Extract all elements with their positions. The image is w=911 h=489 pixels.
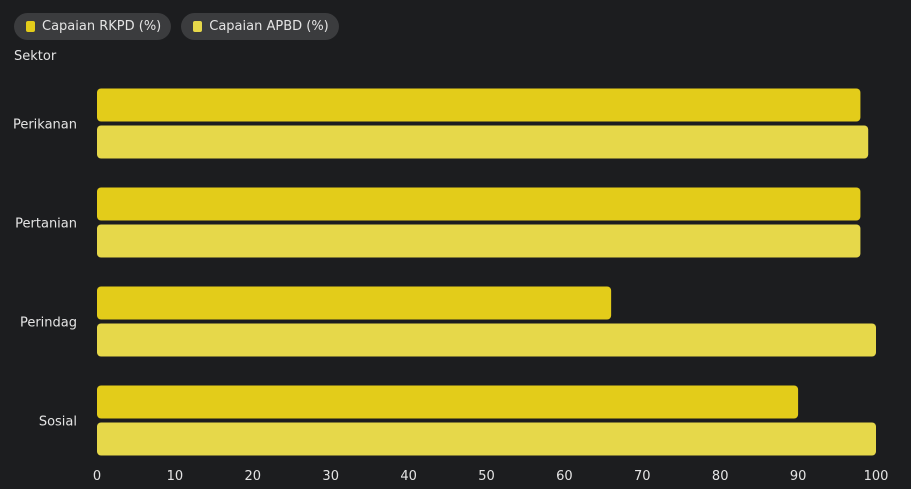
category-label-sosial: Sosial xyxy=(39,415,77,430)
bar-perindag-rkpd[interactable] xyxy=(97,286,612,320)
x-tick-label-20: 20 xyxy=(245,469,262,484)
x-tick-label-0: 0 xyxy=(93,469,101,484)
legend-label-apbd: Capaian APBD (%) xyxy=(209,19,329,34)
y-axis-title: Sektor xyxy=(14,49,57,64)
x-tick-label-60: 60 xyxy=(556,469,573,484)
legend: Capaian RKPD (%) Capaian APBD (%) xyxy=(14,13,339,40)
bar-sosial-rkpd[interactable] xyxy=(97,385,799,419)
x-tick-label-80: 80 xyxy=(712,469,729,484)
x-tick-label-90: 90 xyxy=(790,469,807,484)
x-tick-label-40: 40 xyxy=(400,469,417,484)
legend-swatch-rkpd xyxy=(26,21,35,32)
bar-perindag-apbd[interactable] xyxy=(97,323,876,357)
category-label-perikanan: Perikanan xyxy=(13,118,77,133)
x-tick-label-50: 50 xyxy=(478,469,495,484)
x-tick-label-10: 10 xyxy=(167,469,184,484)
legend-item-rkpd[interactable]: Capaian RKPD (%) xyxy=(14,13,172,40)
category-label-pertanian: Pertanian xyxy=(15,217,77,232)
legend-item-apbd[interactable]: Capaian APBD (%) xyxy=(181,13,339,40)
x-tick-label-100: 100 xyxy=(864,469,889,484)
category-label-perindag: Perindag xyxy=(20,316,77,331)
bar-pertanian-rkpd[interactable] xyxy=(97,187,861,221)
x-tick-label-70: 70 xyxy=(634,469,651,484)
x-tick-label-30: 30 xyxy=(322,469,339,484)
bar-sosial-apbd[interactable] xyxy=(97,422,876,456)
bar-perikanan-rkpd[interactable] xyxy=(97,88,861,122)
bar-pertanian-apbd[interactable] xyxy=(97,224,861,258)
legend-swatch-apbd xyxy=(193,21,203,32)
bar-perikanan-apbd[interactable] xyxy=(97,125,869,159)
legend-label-rkpd: Capaian RKPD (%) xyxy=(42,19,162,34)
